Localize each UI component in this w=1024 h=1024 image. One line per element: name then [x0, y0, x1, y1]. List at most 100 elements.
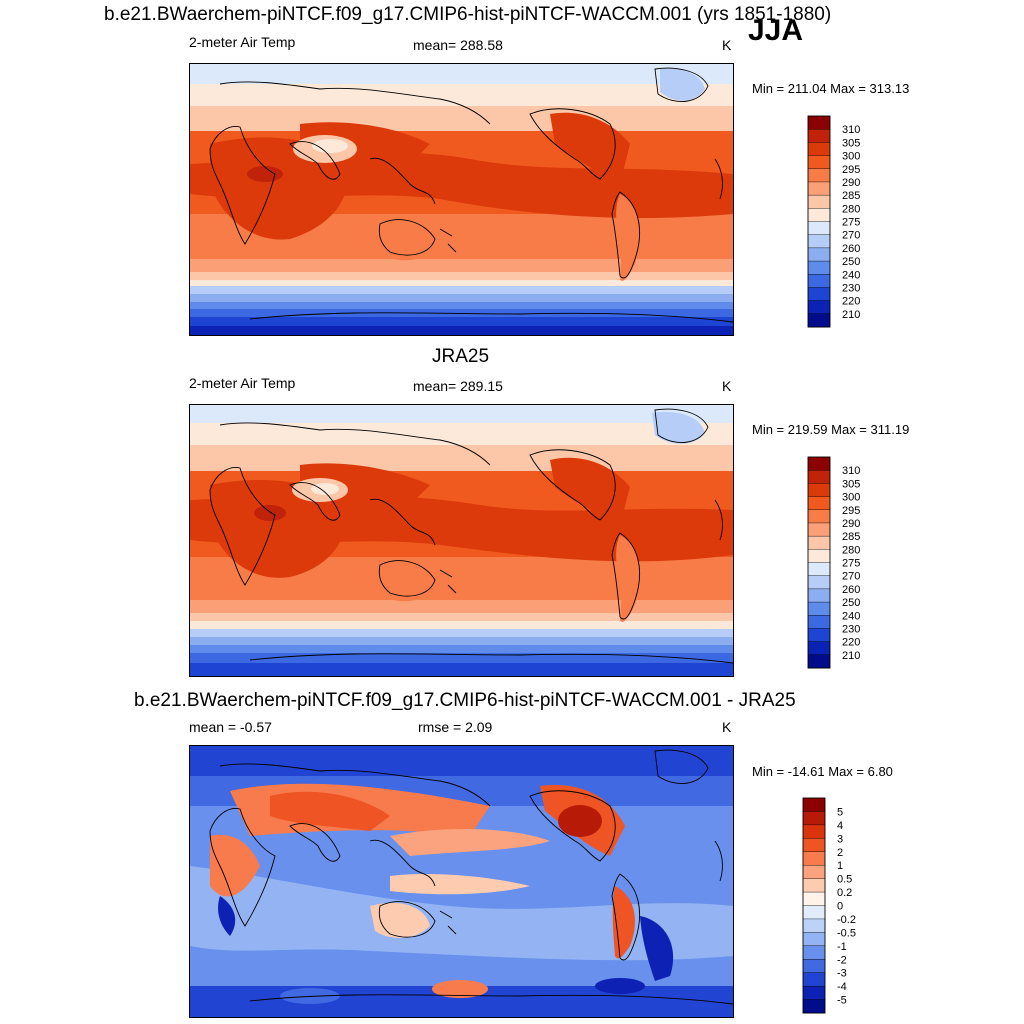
panel-2-colorbar: 310 305 300 295 290 285 280 275 270 260 250 240 230 2… — [807, 456, 908, 669]
colorbar-tick-label: -5 — [837, 995, 847, 1007]
colorbar-swatch — [807, 641, 831, 656]
colorbar-tick-label: 4 — [837, 820, 843, 832]
colorbar-swatch — [807, 575, 831, 590]
colorbar-swatch — [807, 615, 831, 629]
colorbar-tick-label: -3 — [837, 968, 847, 980]
colorbar-tick-label: 300 — [842, 151, 860, 163]
colorbar-tick-label: 220 — [842, 296, 860, 308]
colorbar-swatch — [802, 797, 826, 812]
colorbar-tick-label: 240 — [842, 269, 860, 281]
colorbar-tick-label: 240 — [842, 610, 860, 622]
colorbar-tick-label: 300 — [842, 492, 860, 504]
colorbar-tick-label: 305 — [842, 137, 860, 149]
colorbar-swatch — [802, 932, 826, 947]
colorbar-swatch — [807, 469, 831, 484]
colorbar-swatch — [807, 522, 831, 537]
colorbar-swatch — [807, 234, 831, 249]
colorbar-tick-label: 270 — [842, 571, 860, 583]
colorbar-swatch — [807, 601, 831, 616]
colorbar-swatch — [802, 851, 826, 866]
colorbar-swatch — [807, 260, 831, 275]
colorbar-swatch — [807, 628, 831, 643]
panel-3-mean-label: mean = -0.57 — [189, 719, 272, 735]
colorbar-tick-label: 3 — [837, 833, 843, 845]
colorbar-swatch — [807, 208, 831, 222]
colorbar-tick-label: -0.2 — [837, 914, 856, 926]
colorbar-swatch — [807, 274, 831, 288]
colorbar-swatch — [807, 509, 831, 524]
colorbar-swatch — [802, 811, 826, 826]
colorbar-tick-label: 295 — [842, 164, 860, 176]
panel-3-minmax-label: Min = -14.61 Max = 6.80 — [752, 764, 893, 779]
panel-3-title: b.e21.BWaerchem-piNTCF.f09_g17.CMIP6-his… — [134, 690, 796, 711]
colorbar-tick-label: 1 — [837, 860, 843, 872]
panel-1-minmax-label: Min = 211.04 Max = 313.13 — [752, 81, 910, 96]
colorbar-swatch — [802, 878, 826, 893]
panel-1-title: b.e21.BWaerchem-piNTCF.f09_g17.CMIP6-his… — [104, 4, 832, 25]
colorbar-tick-label: 310 — [842, 465, 860, 477]
colorbar-tick-label: 285 — [842, 531, 860, 543]
colorbar-swatch — [802, 972, 826, 987]
panel-3-colorbar-svg: 5 43 21 0.50.2 0-0.2-0.5 -1-2 -3-4 -5 — [802, 797, 856, 1014]
panel-3-map — [189, 745, 734, 1018]
colorbar-swatch — [807, 300, 831, 315]
panel-1-mean-label: mean= 288.58 — [413, 37, 503, 53]
colorbar-swatch — [802, 864, 826, 880]
panel-1-variable-label: 2-meter Air Temp — [189, 34, 296, 50]
colorbar-tick-label: 280 — [842, 544, 860, 556]
colorbar-tick-label: 250 — [842, 256, 860, 268]
panel-2-minmax-label: Min = 219.59 Max = 311.19 — [752, 422, 910, 437]
panel-2-variable-label: 2-meter Air Temp — [189, 375, 296, 391]
colorbar-swatch — [807, 456, 831, 471]
colorbar-tick-label: 230 — [842, 282, 860, 294]
colorbar-swatch — [802, 918, 826, 933]
colorbar-tick-label: 2 — [837, 847, 843, 859]
colorbar-tick-label: 275 — [842, 558, 860, 570]
colorbar-tick-label: -0.5 — [837, 927, 856, 939]
colorbar-tick-label: -1 — [837, 941, 847, 953]
colorbar-swatch — [802, 824, 826, 839]
colorbar-frame — [807, 115, 831, 328]
colorbar-swatch — [807, 549, 831, 563]
colorbar-tick-label: 260 — [842, 584, 860, 596]
colorbar-tick-label: 250 — [842, 597, 860, 609]
season-label: JJA — [748, 14, 804, 47]
colorbar-swatch — [807, 496, 831, 511]
colorbar-tick-label: 0 — [837, 901, 843, 913]
colorbar-swatch — [802, 905, 826, 920]
colorbar-swatch — [807, 247, 831, 262]
colorbar-tick-label: 290 — [842, 518, 860, 530]
colorbar-tick-label: 285 — [842, 190, 860, 202]
panel-3-colorbar: 5 4 3 2 1 0.5 0.2 0 -0.2 -0.5 -1 -2 -3 -4 -5 — [802, 797, 903, 1014]
colorbar-swatch — [807, 313, 831, 328]
colorbar-swatch — [807, 128, 831, 143]
colorbar-tick-label: 0.5 — [837, 874, 852, 886]
colorbar-tick-label: 280 — [842, 203, 860, 215]
colorbar-swatch — [807, 483, 831, 498]
colorbar-tick-label: 310 — [842, 124, 860, 136]
colorbar-tick-label: 5 — [837, 806, 843, 818]
colorbar-swatch — [802, 891, 826, 906]
colorbar-frame — [807, 456, 831, 669]
colorbar-frame — [802, 797, 826, 1014]
panel-2-units-label: K — [722, 378, 732, 394]
colorbar-swatch — [807, 287, 831, 302]
panel-1-colorbar: 310 305 300 295 290 285 280 275 270 260 250 240 230 2… — [807, 115, 908, 328]
panel-1-map — [189, 63, 734, 336]
colorbar-swatch — [807, 194, 831, 209]
colorbar-swatch — [807, 155, 831, 170]
panel-3-units-label: K — [722, 719, 732, 735]
colorbar-tick-label: 260 — [842, 243, 860, 255]
colorbar-swatch — [807, 562, 831, 577]
colorbar-tick-label: -2 — [837, 954, 847, 966]
colorbar-tick-label: 290 — [842, 177, 860, 189]
colorbar-swatch — [807, 221, 831, 236]
panel-3-rmse-label: rmse = 2.09 — [418, 719, 493, 735]
colorbar-swatch — [807, 535, 831, 550]
colorbar-swatch — [807, 654, 831, 669]
colorbar-swatch — [802, 999, 826, 1014]
colorbar-tick-label: 305 — [842, 478, 860, 490]
panel-2-map — [189, 404, 734, 677]
colorbar-tick-label: -4 — [837, 981, 847, 993]
